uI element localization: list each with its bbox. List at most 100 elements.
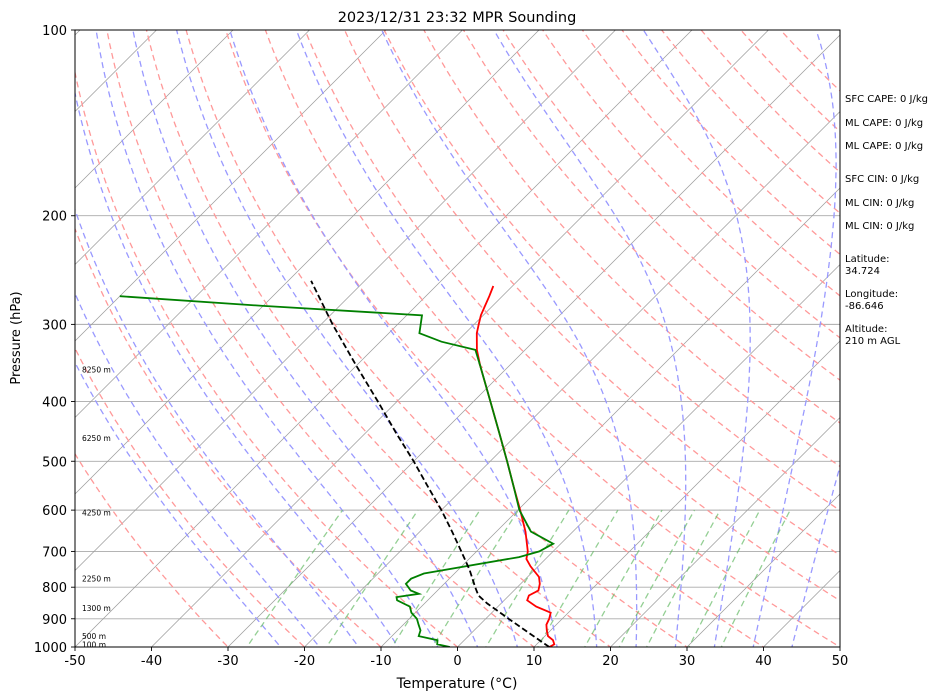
mixing-ratio-line: [325, 509, 419, 647]
altitude-value: 210 m AGL: [845, 336, 901, 347]
y-tick-label: 900: [42, 613, 67, 628]
mixing-ratio-line: [391, 509, 481, 647]
isotherm-line: [457, 264, 840, 647]
x-tick-label: -20: [294, 654, 315, 669]
annotation-panel: SFC CAPE: 0 J/kg ML CAPE: 0 J/kg ML CAPE…: [845, 94, 928, 347]
x-tick-label: -40: [141, 654, 162, 669]
sfc-cin-label: SFC CIN: 0 J/kg: [845, 174, 919, 185]
moist-adiabat-line: [752, 30, 837, 647]
moist-adiabat-line: [791, 464, 840, 647]
dewpoint-profile-line: [119, 295, 556, 647]
dry-adiabat-line: [75, 69, 459, 647]
mixing-ratio-line: [720, 509, 791, 647]
y-tick-label: 300: [42, 318, 67, 333]
ml-cin-label: ML CIN: 0 J/kg: [845, 198, 914, 209]
mixing-ratio-line: [688, 509, 761, 647]
height-label: 8250 m: [82, 365, 111, 374]
mixing-ratio-line: [584, 509, 663, 647]
isotherm-line: [75, 30, 463, 418]
height-label: 2250 m: [82, 575, 111, 584]
moist-adiabat-line: [175, 30, 518, 647]
y-tick-label: 400: [42, 395, 67, 410]
latitude-label: Latitude:: [845, 254, 890, 265]
latitude-value: 34.724: [845, 266, 880, 277]
dry-adiabat-line: [75, 346, 306, 647]
y-tick-label: 200: [42, 210, 67, 225]
isotherm-line: [304, 111, 840, 647]
height-label: 100 m: [82, 640, 106, 649]
x-tick-label: 50: [832, 654, 849, 669]
moist-adiabat-line: [75, 89, 399, 647]
y-tick-label: 500: [42, 455, 67, 470]
ml-cin-label-2: ML CIN: 0 J/kg: [845, 221, 914, 232]
isotherm-line: [380, 187, 840, 647]
mixing-ratio-line: [645, 509, 721, 647]
height-label: 4250 m: [82, 508, 111, 517]
moist-adiabat-line: [132, 30, 479, 647]
dry-adiabat-line: [75, 452, 229, 647]
isotherm-line: [686, 493, 840, 647]
grid-layer: [75, 30, 840, 647]
moist-adiabat-line: [642, 30, 751, 647]
dry-adiabat-line: [581, 30, 840, 297]
x-tick-label: 20: [602, 654, 619, 669]
temperature-profile-line: [475, 285, 556, 647]
dry-adiabat-line: [145, 30, 612, 647]
moist-adiabat-line: [75, 207, 360, 647]
mixing-ratio-line: [618, 509, 696, 647]
moist-adiabat-line: [229, 30, 558, 647]
x-tick-label: -50: [64, 654, 85, 669]
dry-adiabat-line: [343, 30, 840, 556]
dry-adiabat-line: [106, 30, 536, 647]
mixing-ratio-line: [485, 509, 570, 647]
data-layer: [119, 280, 556, 647]
y-tick-label: 800: [42, 581, 67, 596]
isotherm-line: [227, 34, 840, 647]
y-tick-label: 1000: [34, 641, 67, 656]
height-label: 500 m: [82, 632, 106, 641]
dry-adiabat-line: [264, 30, 840, 647]
chart-title: 2023/12/31 23:32 MPR Sounding: [338, 10, 577, 26]
mixing-ratio-line: [537, 509, 619, 647]
parcel-profile-line: [310, 280, 550, 647]
dry-adiabat-line: [423, 30, 840, 468]
altitude-label: Altitude:: [845, 324, 887, 335]
dry-adiabat-line: [185, 30, 689, 647]
y-tick-label: 100: [42, 24, 67, 39]
isotherm-line: [75, 30, 234, 189]
sfc-cape-label: SFC CAPE: 0 J/kg: [845, 94, 928, 105]
height-label: 6250 m: [82, 434, 111, 443]
isotherm-line: [75, 30, 310, 265]
x-tick-label: 30: [679, 654, 696, 669]
isotherm-line: [610, 417, 840, 647]
ml-cape-label-2: ML CAPE: 0 J/kg: [845, 141, 923, 152]
moist-adiabat-line: [75, 360, 282, 647]
isotherm-line: [75, 30, 616, 571]
x-tick-label: 10: [526, 654, 543, 669]
y-tick-label: 700: [42, 545, 67, 560]
isotherm-line: [75, 30, 387, 342]
mixing-ratio-line: [246, 509, 344, 647]
dry-adiabat-line: [541, 30, 840, 339]
dry-adiabat-line: [304, 30, 840, 602]
longitude-value: -86.646: [845, 301, 884, 312]
x-tick-label: 0: [453, 654, 461, 669]
isotherm-line: [151, 30, 769, 647]
moist-adiabat-line: [295, 30, 598, 647]
dry-adiabat-line: [383, 30, 840, 512]
height-label: 1300 m: [82, 604, 111, 613]
y-axis-label: Pressure (hPa): [9, 291, 24, 384]
ml-cape-label: ML CAPE: 0 J/kg: [845, 118, 923, 129]
longitude-label: Longitude:: [845, 289, 898, 300]
x-tick-label: -10: [370, 654, 391, 669]
dry-adiabat-line: [75, 226, 382, 647]
x-axis-label: Temperature (°C): [396, 676, 518, 692]
y-tick-label: 600: [42, 504, 67, 519]
isotherm-line: [75, 30, 540, 495]
moist-adiabat-line: [75, 291, 321, 647]
moist-adiabat-line: [493, 30, 687, 647]
x-tick-label: 40: [755, 654, 772, 669]
isotherm-line: [533, 340, 840, 647]
